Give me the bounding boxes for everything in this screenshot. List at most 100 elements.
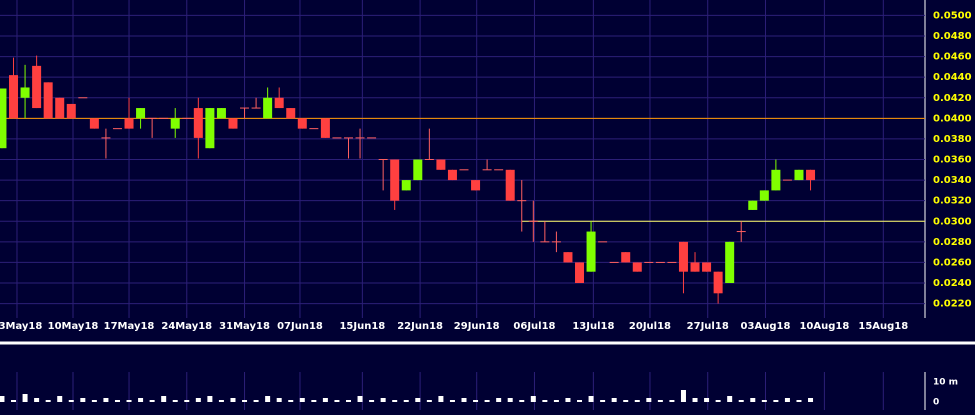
candle-body [690, 262, 700, 272]
volume-bar [357, 396, 363, 402]
volume-bar [369, 400, 375, 402]
x-tick-label: 13Jul18 [572, 321, 614, 332]
volume-bar [577, 400, 583, 402]
candle-body [20, 87, 30, 98]
x-tick-label: 07Jun18 [277, 321, 323, 332]
candle-body [621, 252, 631, 263]
candle-body [55, 97, 65, 119]
y-tick-label: 0.0360 [933, 155, 972, 166]
x-tick-label: 06Jul18 [513, 321, 555, 332]
candle-body [170, 118, 180, 129]
candle-body [297, 118, 307, 129]
y-tick-label: 0.0240 [933, 278, 972, 289]
volume-bar [438, 396, 444, 402]
y-tick-label: 0.0400 [933, 113, 972, 124]
volume-bar [796, 400, 802, 402]
y-tick-label: 10 m [933, 378, 958, 388]
y-tick-label: 0.0460 [933, 52, 972, 63]
volume-bar [426, 400, 432, 402]
candle-body [66, 103, 76, 119]
volume-bar [161, 396, 167, 402]
candle-body [286, 108, 296, 119]
volume-bar [692, 398, 698, 402]
volume-bar [218, 400, 224, 402]
y-tick-label: 0.0340 [933, 175, 972, 186]
candle-body [413, 159, 423, 181]
candle-body [263, 97, 273, 119]
y-tick-label: 0.0480 [933, 31, 972, 42]
volume-bar [496, 398, 502, 402]
volume-bar [588, 396, 594, 402]
volume-bar [57, 396, 63, 402]
volume-bar [461, 398, 467, 402]
volume-bar [403, 400, 409, 402]
volume-bar [230, 398, 236, 402]
candle-body [713, 271, 723, 294]
candle-body [678, 241, 688, 272]
volume-bar [242, 400, 248, 402]
y-tick-label: 0.0320 [933, 196, 972, 207]
x-tick-label: 10Aug18 [799, 321, 849, 332]
candle-body [575, 262, 585, 284]
volume-bar [473, 400, 479, 402]
volume-bar [727, 396, 733, 402]
y-tick-label: 0.0220 [933, 299, 972, 310]
volume-bar [392, 400, 398, 402]
volume-bar [530, 396, 536, 402]
volume-bar [34, 398, 40, 402]
volume-bar [276, 398, 282, 402]
candle-body [447, 169, 457, 181]
candle-body [471, 180, 481, 191]
x-tick-label: 29Jun18 [454, 321, 500, 332]
candle-body [401, 180, 411, 191]
volume-bar [669, 400, 675, 402]
x-tick-label: 24May18 [161, 321, 212, 332]
candle-body [586, 231, 596, 272]
volume-bar [149, 400, 155, 402]
candle-body [216, 108, 226, 119]
volume-bar [265, 396, 271, 402]
volume-bar [91, 400, 97, 402]
volume-bar [288, 400, 294, 402]
volume-bar [611, 398, 617, 402]
volume-bar [334, 400, 340, 402]
candle-body [136, 108, 146, 119]
candle-body [794, 169, 804, 181]
volume-bar [68, 400, 74, 402]
volume-bar [750, 398, 756, 402]
volume-bar [634, 400, 640, 402]
volume-bar [11, 400, 17, 402]
volume-bar [565, 398, 571, 402]
volume-bar [784, 398, 790, 402]
x-tick-label: 15Jun18 [339, 321, 385, 332]
y-tick-label: 0.0440 [933, 72, 972, 83]
volume-bar [345, 400, 351, 402]
y-tick-label: 0.0300 [933, 216, 972, 227]
volume-bar [623, 400, 629, 402]
x-tick-label: 15Aug18 [858, 321, 908, 332]
volume-bar [715, 400, 721, 402]
candle-body [193, 108, 203, 138]
volume-bar [553, 400, 559, 402]
volume-bar [253, 400, 259, 402]
x-tick-label: 27Jul18 [687, 321, 729, 332]
x-tick-label: 20Jul18 [629, 321, 671, 332]
volume-bar [114, 400, 120, 402]
candle-body [759, 190, 769, 201]
volume-bar [680, 390, 686, 402]
volume-bar [773, 400, 779, 402]
x-tick-label: 22Jun18 [397, 321, 443, 332]
candle-body [771, 169, 781, 191]
y-tick-label: 0.0500 [933, 10, 972, 21]
volume-bar [380, 398, 386, 402]
volume-bar [172, 400, 178, 402]
y-tick-label: 0.0280 [933, 237, 972, 248]
volume-bar [299, 398, 305, 402]
candle-body [89, 118, 99, 129]
volume-bar [0, 396, 5, 402]
volume-bar [704, 398, 710, 402]
volume-bar [484, 400, 490, 402]
candle-body [205, 108, 215, 149]
